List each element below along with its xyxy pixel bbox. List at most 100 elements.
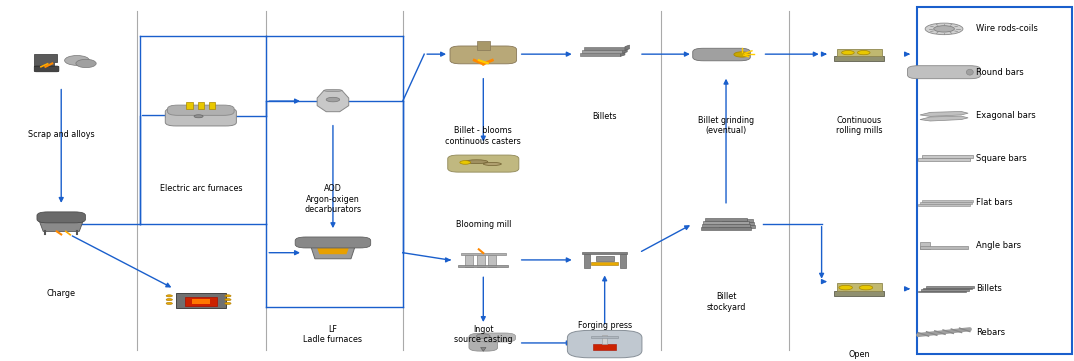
FancyBboxPatch shape — [926, 286, 974, 288]
Polygon shape — [920, 112, 968, 116]
Polygon shape — [317, 248, 349, 254]
FancyBboxPatch shape — [459, 265, 508, 267]
FancyBboxPatch shape — [596, 256, 613, 261]
Circle shape — [477, 334, 490, 338]
FancyBboxPatch shape — [703, 221, 749, 224]
FancyBboxPatch shape — [621, 254, 626, 268]
Ellipse shape — [857, 51, 870, 55]
FancyBboxPatch shape — [477, 255, 484, 267]
FancyBboxPatch shape — [908, 66, 981, 79]
FancyBboxPatch shape — [918, 158, 970, 161]
Text: Exagonal bars: Exagonal bars — [976, 111, 1036, 120]
Text: LF
Ladle furnaces: LF Ladle furnaces — [304, 325, 362, 344]
FancyBboxPatch shape — [295, 237, 371, 248]
Ellipse shape — [734, 52, 750, 57]
FancyBboxPatch shape — [722, 219, 753, 222]
FancyBboxPatch shape — [34, 66, 59, 72]
FancyBboxPatch shape — [567, 330, 642, 358]
Text: Flat bars: Flat bars — [976, 198, 1013, 206]
Polygon shape — [39, 219, 84, 231]
Text: Open
rolling mills: Open rolling mills — [836, 350, 883, 361]
FancyBboxPatch shape — [584, 254, 590, 268]
Text: Electric arc furnaces: Electric arc furnaces — [160, 184, 242, 193]
Circle shape — [194, 115, 203, 118]
Polygon shape — [623, 48, 627, 53]
Text: Round bars: Round bars — [976, 68, 1024, 77]
Text: Billets: Billets — [593, 112, 616, 121]
FancyBboxPatch shape — [834, 56, 884, 61]
Text: Charge: Charge — [46, 289, 76, 298]
Ellipse shape — [842, 51, 854, 55]
FancyBboxPatch shape — [461, 253, 506, 255]
FancyBboxPatch shape — [580, 53, 621, 56]
Polygon shape — [920, 246, 968, 249]
FancyBboxPatch shape — [582, 49, 623, 53]
FancyBboxPatch shape — [924, 288, 972, 290]
Circle shape — [224, 295, 231, 297]
FancyBboxPatch shape — [601, 335, 608, 344]
FancyBboxPatch shape — [584, 47, 625, 50]
Ellipse shape — [859, 285, 873, 290]
FancyBboxPatch shape — [476, 333, 516, 342]
FancyBboxPatch shape — [920, 201, 972, 204]
Ellipse shape — [839, 285, 853, 290]
FancyBboxPatch shape — [488, 255, 496, 267]
Polygon shape — [480, 348, 487, 351]
Text: Angle bars: Angle bars — [976, 241, 1021, 250]
Ellipse shape — [64, 56, 89, 65]
FancyBboxPatch shape — [168, 105, 234, 116]
Circle shape — [166, 303, 173, 304]
Text: Billet
stockyard: Billet stockyard — [707, 292, 745, 312]
FancyBboxPatch shape — [37, 212, 86, 223]
Circle shape — [224, 303, 231, 304]
Text: Billet grinding
(eventual): Billet grinding (eventual) — [698, 116, 754, 135]
FancyBboxPatch shape — [837, 49, 882, 56]
Polygon shape — [625, 45, 629, 50]
FancyBboxPatch shape — [450, 46, 517, 64]
FancyBboxPatch shape — [593, 344, 616, 350]
Ellipse shape — [465, 160, 488, 164]
Polygon shape — [920, 242, 930, 249]
FancyBboxPatch shape — [185, 297, 217, 306]
FancyBboxPatch shape — [469, 333, 497, 351]
FancyBboxPatch shape — [701, 227, 751, 230]
FancyBboxPatch shape — [591, 262, 619, 265]
Ellipse shape — [324, 89, 342, 92]
Text: Forging press: Forging press — [578, 321, 632, 330]
Bar — [917, 7, 1072, 354]
Text: Wire rods-coils: Wire rods-coils — [976, 25, 1039, 33]
FancyBboxPatch shape — [920, 289, 969, 291]
Ellipse shape — [925, 23, 963, 35]
FancyBboxPatch shape — [918, 204, 970, 206]
Ellipse shape — [76, 59, 97, 68]
FancyBboxPatch shape — [582, 252, 627, 254]
Text: Square bars: Square bars — [976, 155, 1027, 163]
Text: Blooming mill: Blooming mill — [455, 220, 511, 229]
Polygon shape — [317, 91, 349, 112]
Circle shape — [326, 97, 339, 102]
Text: Billets: Billets — [976, 284, 1002, 293]
Text: Scrap and alloys: Scrap and alloys — [28, 130, 95, 139]
FancyBboxPatch shape — [918, 291, 967, 292]
Circle shape — [166, 299, 173, 301]
Circle shape — [166, 295, 173, 297]
Text: Continuous
rolling mills: Continuous rolling mills — [836, 116, 883, 135]
FancyBboxPatch shape — [721, 222, 754, 225]
FancyBboxPatch shape — [176, 293, 226, 308]
Text: AOD
Argon-oxigen
decarburators: AOD Argon-oxigen decarburators — [304, 184, 362, 214]
Ellipse shape — [933, 26, 955, 32]
Circle shape — [224, 299, 231, 301]
FancyBboxPatch shape — [477, 41, 490, 49]
FancyBboxPatch shape — [192, 299, 209, 304]
FancyBboxPatch shape — [720, 225, 755, 228]
FancyBboxPatch shape — [921, 155, 973, 158]
FancyBboxPatch shape — [187, 102, 192, 109]
FancyBboxPatch shape — [465, 255, 474, 267]
Ellipse shape — [483, 162, 502, 165]
FancyBboxPatch shape — [448, 155, 519, 172]
Text: Rebars: Rebars — [976, 328, 1005, 336]
Polygon shape — [920, 116, 968, 121]
FancyBboxPatch shape — [693, 48, 751, 61]
Text: Billet - blooms
continuous casters: Billet - blooms continuous casters — [446, 126, 521, 146]
Polygon shape — [310, 245, 355, 259]
